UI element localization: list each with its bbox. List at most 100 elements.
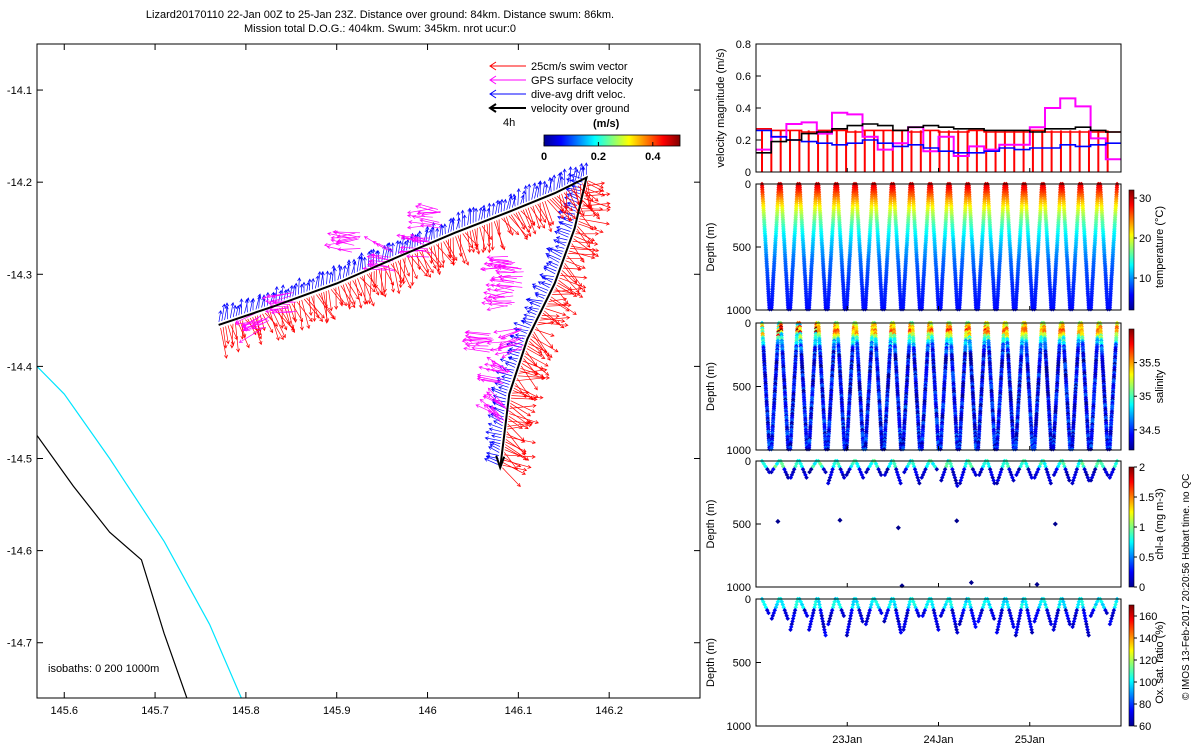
gps-vector [271, 292, 292, 299]
drift-vector [451, 216, 456, 231]
drift-vector [501, 375, 512, 380]
drift-vector [524, 306, 538, 313]
gps-vector [336, 235, 361, 243]
gps-vector [489, 262, 515, 271]
drift-vector [543, 267, 556, 275]
map-y-tick-label: -14.5 [7, 454, 32, 466]
swim-vector [558, 194, 565, 213]
drift-vector [362, 256, 367, 269]
map-y-tick-label: -14.3 [7, 269, 32, 281]
gps-vector [337, 247, 361, 252]
drift-vector [499, 358, 517, 365]
gps-vector [466, 343, 489, 348]
velocity-y-tick-label: 0.8 [736, 39, 751, 51]
gps-vector [483, 291, 505, 298]
map-x-tick-label: 145.9 [323, 705, 351, 717]
drift-vector [462, 214, 467, 227]
drift-vector [447, 217, 453, 233]
swim-vector [340, 285, 356, 309]
drift-vector [541, 281, 551, 286]
swim-vector [580, 213, 594, 231]
drift-vector [257, 295, 262, 309]
swim-vector [578, 220, 598, 230]
drift-vector [526, 310, 537, 315]
swim-vector [298, 300, 304, 331]
drift-vector [534, 294, 545, 299]
drift-vector [235, 305, 240, 317]
drift-vector [337, 264, 342, 280]
swim-vector [308, 297, 313, 317]
drift-vector [559, 175, 564, 187]
drift-vector [317, 270, 322, 288]
gps-vector [497, 330, 519, 339]
swim-vector [565, 260, 586, 270]
swim-vector [579, 218, 610, 226]
drift-vector [554, 244, 565, 249]
gps-vector [476, 373, 504, 380]
drift-vector [577, 162, 584, 179]
swim-vector [575, 186, 581, 206]
drift-vector [301, 281, 307, 293]
swim-vector [554, 196, 577, 220]
swim-vector [401, 257, 406, 285]
gps-vector [412, 237, 432, 243]
swim-vector [526, 348, 546, 359]
swim-vector [269, 311, 280, 341]
temperature-y-tick-label: 0 [745, 179, 751, 191]
gps-vector [332, 229, 361, 235]
swim-vector [564, 191, 569, 211]
gps-vector [406, 254, 430, 259]
swim-vector [262, 313, 274, 334]
map-colorbar-tick-label: 0.4 [645, 151, 661, 163]
drift-vector [488, 427, 502, 433]
gps-vector [366, 254, 390, 261]
gps-vector [489, 258, 512, 266]
isobath-0m [37, 365, 242, 698]
drift-vector [468, 208, 473, 224]
swim-vector [522, 209, 532, 230]
swim-vector [502, 464, 528, 472]
drift-vector [442, 223, 447, 235]
gps-vector [464, 330, 490, 336]
drift-vector [352, 258, 357, 274]
drift-vector [229, 301, 235, 319]
drift-vector [440, 224, 445, 236]
gps-vector [405, 236, 430, 241]
swim-vector [510, 397, 538, 402]
swim-vector [586, 181, 606, 187]
swim-vector [556, 284, 578, 297]
swim-vector [402, 258, 411, 277]
gps-vector [486, 255, 509, 260]
map-x-ticks: 145.6 145.7 145.8 145.9 146 146.1 146.2 [50, 44, 623, 717]
drift-vector [491, 388, 507, 397]
map-y-ticks: -14.1-14.2-14.3-14.4-14.5-14.6-14.7 [7, 85, 700, 650]
swim-vector [354, 279, 363, 309]
gps-vector [483, 260, 512, 266]
swim-vector [440, 242, 446, 265]
temperature-y-tick-label: 1000 [727, 305, 751, 317]
swim-vector [537, 320, 555, 326]
header-line-2: Mission total D.O.G.: 404km. Swum: 345km… [243, 23, 517, 35]
swim-vector [566, 256, 584, 261]
swim-vector [509, 403, 537, 409]
swim-vector [551, 197, 567, 214]
swim-vector [515, 212, 525, 230]
gps-vector [372, 240, 394, 251]
drift-vector [456, 211, 461, 229]
swim-vector [328, 290, 333, 312]
swim-vector [506, 436, 537, 445]
drift-vector [555, 236, 568, 241]
map-y-tick-label: -14.1 [7, 85, 32, 97]
velocity-series-ground [756, 123, 1121, 154]
swim-vector [569, 250, 596, 260]
drift-vector [485, 430, 502, 436]
drift-vector [503, 198, 508, 211]
gps-vector [487, 410, 503, 423]
swim-vector [520, 210, 536, 225]
swim-vector [347, 281, 352, 310]
swim-vector [503, 454, 536, 459]
swim-vector [504, 446, 528, 461]
swim-vector [518, 368, 548, 374]
